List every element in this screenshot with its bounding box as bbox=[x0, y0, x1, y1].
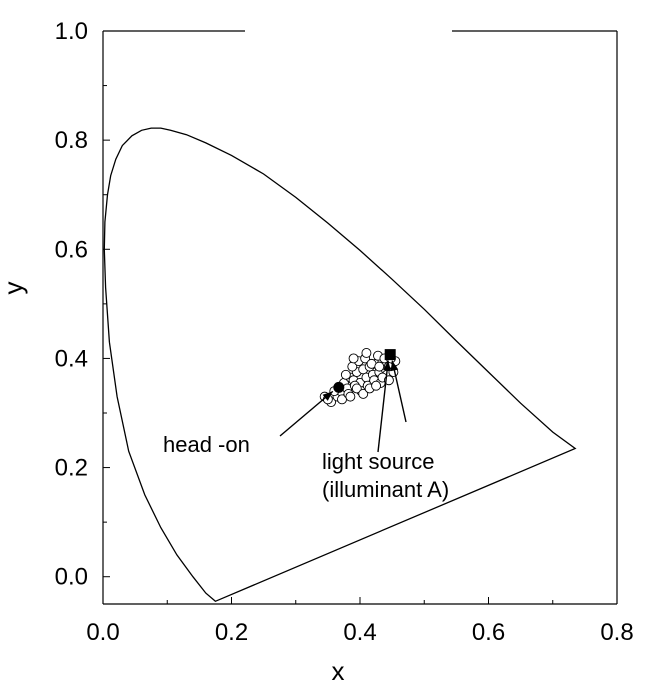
head-on-arrow-head bbox=[322, 391, 333, 401]
data-point bbox=[358, 388, 369, 399]
head-on-marker bbox=[333, 381, 345, 393]
x-tick-labels: 0.0 0.2 0.4 0.6 0.8 bbox=[86, 619, 633, 646]
y-tick-label: 0.0 bbox=[55, 564, 88, 591]
x-tick-label: 0.2 bbox=[215, 619, 248, 646]
light-source-arrow-1 bbox=[377, 360, 389, 453]
spectral-locus-curve bbox=[103, 127, 577, 603]
data-point bbox=[371, 380, 382, 391]
x-axis-label: x bbox=[332, 656, 345, 686]
x-axis-ticks bbox=[102, 597, 618, 604]
x-tick-label: 0.4 bbox=[343, 619, 376, 646]
light-source-arrow-1-head bbox=[383, 360, 392, 371]
y-axis-ticks bbox=[103, 30, 110, 578]
y-tick-label: 0.8 bbox=[55, 127, 88, 154]
light-source-arrow-2-head bbox=[390, 360, 399, 372]
y-tick-label: 0.2 bbox=[55, 455, 88, 482]
data-point bbox=[340, 369, 351, 380]
data-point bbox=[351, 383, 362, 394]
annotation-head-on: head -on bbox=[163, 432, 250, 457]
y-tick-label: 0.6 bbox=[55, 236, 88, 263]
x-tick-label: 0.8 bbox=[600, 619, 633, 646]
y-tick-label: 0.4 bbox=[55, 345, 88, 372]
highlight-markers bbox=[333, 349, 396, 393]
annotation-illuminant-a: (illuminant A) bbox=[322, 477, 449, 502]
data-point bbox=[348, 353, 359, 364]
plot-frame bbox=[102, 30, 618, 605]
y-axis-label: y bbox=[0, 282, 28, 295]
head-on-arrow bbox=[279, 390, 334, 437]
annotation-arrows bbox=[279, 360, 407, 453]
annotation-light-source: light source bbox=[322, 449, 435, 474]
data-point bbox=[345, 391, 356, 402]
data-point bbox=[361, 348, 372, 358]
y-tick-labels: 0.0 0.2 0.4 0.6 0.8 1.0 bbox=[55, 18, 88, 591]
data-point bbox=[374, 361, 385, 372]
y-tick-label: 1.0 bbox=[55, 18, 88, 45]
x-tick-label: 0.6 bbox=[472, 619, 505, 646]
x-tick-label: 0.0 bbox=[86, 619, 119, 646]
light-source-arrow-2 bbox=[391, 360, 407, 423]
light-source-marker bbox=[384, 349, 396, 361]
